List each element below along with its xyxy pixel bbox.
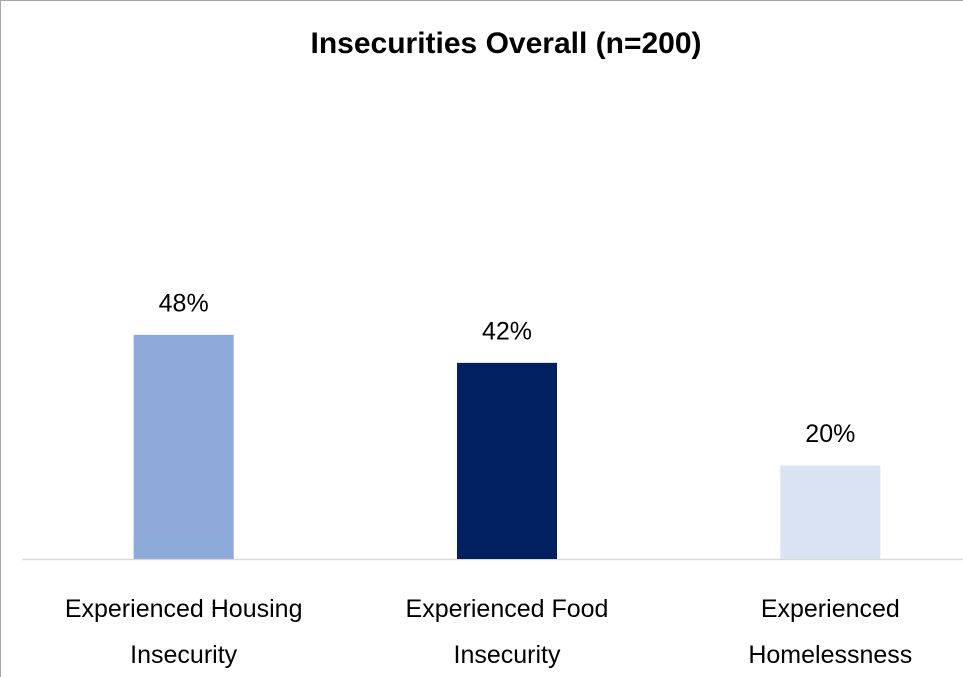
x-tick-label: Experienced Food Insecurity: [405, 595, 609, 669]
chart-title: Insecurities Overall (n=200): [310, 27, 701, 60]
x-tick-label: Experienced Homelessness: [748, 595, 913, 669]
bar: [133, 334, 234, 559]
x-tick-label: Experienced Housing Insecurity: [64, 595, 303, 669]
data-label: 48%: [159, 289, 209, 317]
data-label: 42%: [482, 317, 532, 345]
bar: [780, 465, 881, 559]
bar: [457, 362, 557, 559]
data-label: 20%: [805, 420, 855, 448]
